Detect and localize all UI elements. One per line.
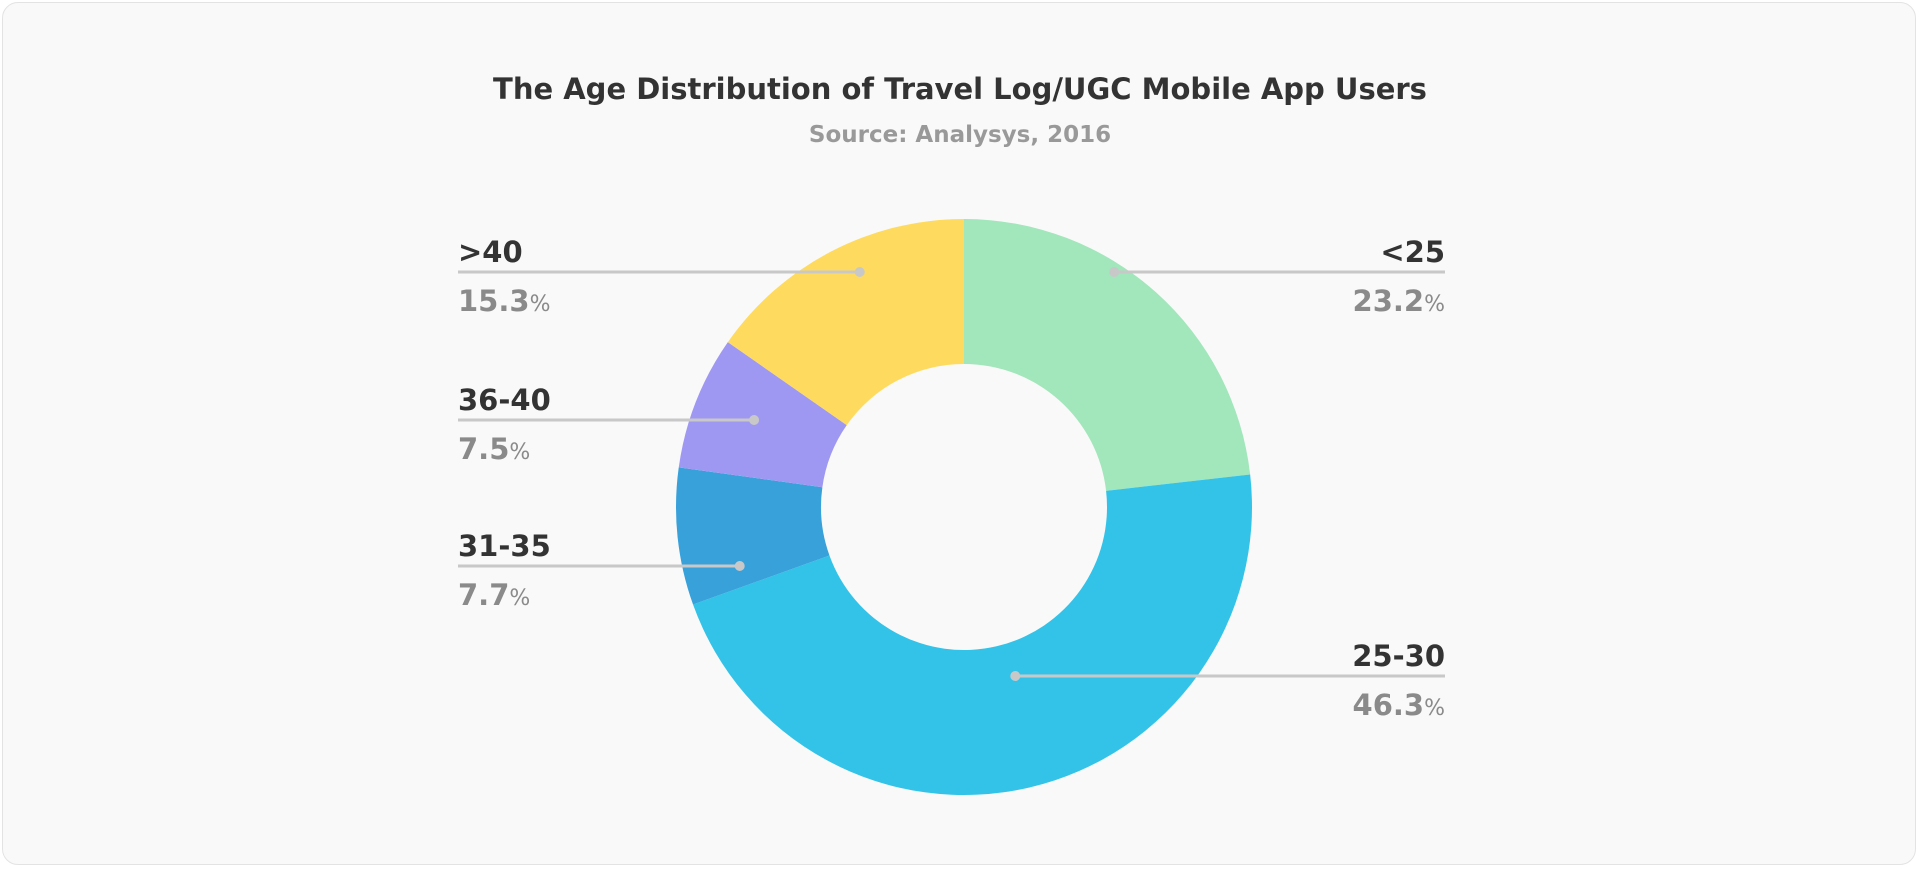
slice-25 — [964, 219, 1251, 491]
value-label: 7.7% — [458, 578, 530, 612]
slice-40 — [727, 219, 964, 426]
value-label: 23.2% — [1353, 284, 1445, 318]
value-label: 15.3% — [458, 284, 550, 318]
category-label: 36-40 — [458, 383, 551, 417]
value-label: 7.5% — [458, 432, 530, 466]
slice-31-35 — [676, 467, 830, 605]
leader-dot — [734, 561, 745, 571]
leader-dot — [854, 267, 865, 277]
leader-dot — [1109, 267, 1120, 277]
chart-title: The Age Distribution of Travel Log/UGC M… — [493, 72, 1427, 106]
slice-group — [676, 219, 1252, 796]
value-label: 46.3% — [1353, 688, 1445, 722]
category-label: 31-35 — [458, 529, 551, 563]
category-label: 25-30 — [1352, 639, 1445, 673]
leader-dot — [749, 415, 760, 425]
chart-subtitle: Source: Analysys, 2016 — [809, 122, 1111, 148]
category-label: <25 — [1380, 235, 1445, 269]
category-label: >40 — [458, 235, 523, 269]
leader-dot — [1010, 671, 1021, 681]
slice-36-40 — [678, 342, 847, 488]
slice-25-30 — [693, 474, 1252, 796]
